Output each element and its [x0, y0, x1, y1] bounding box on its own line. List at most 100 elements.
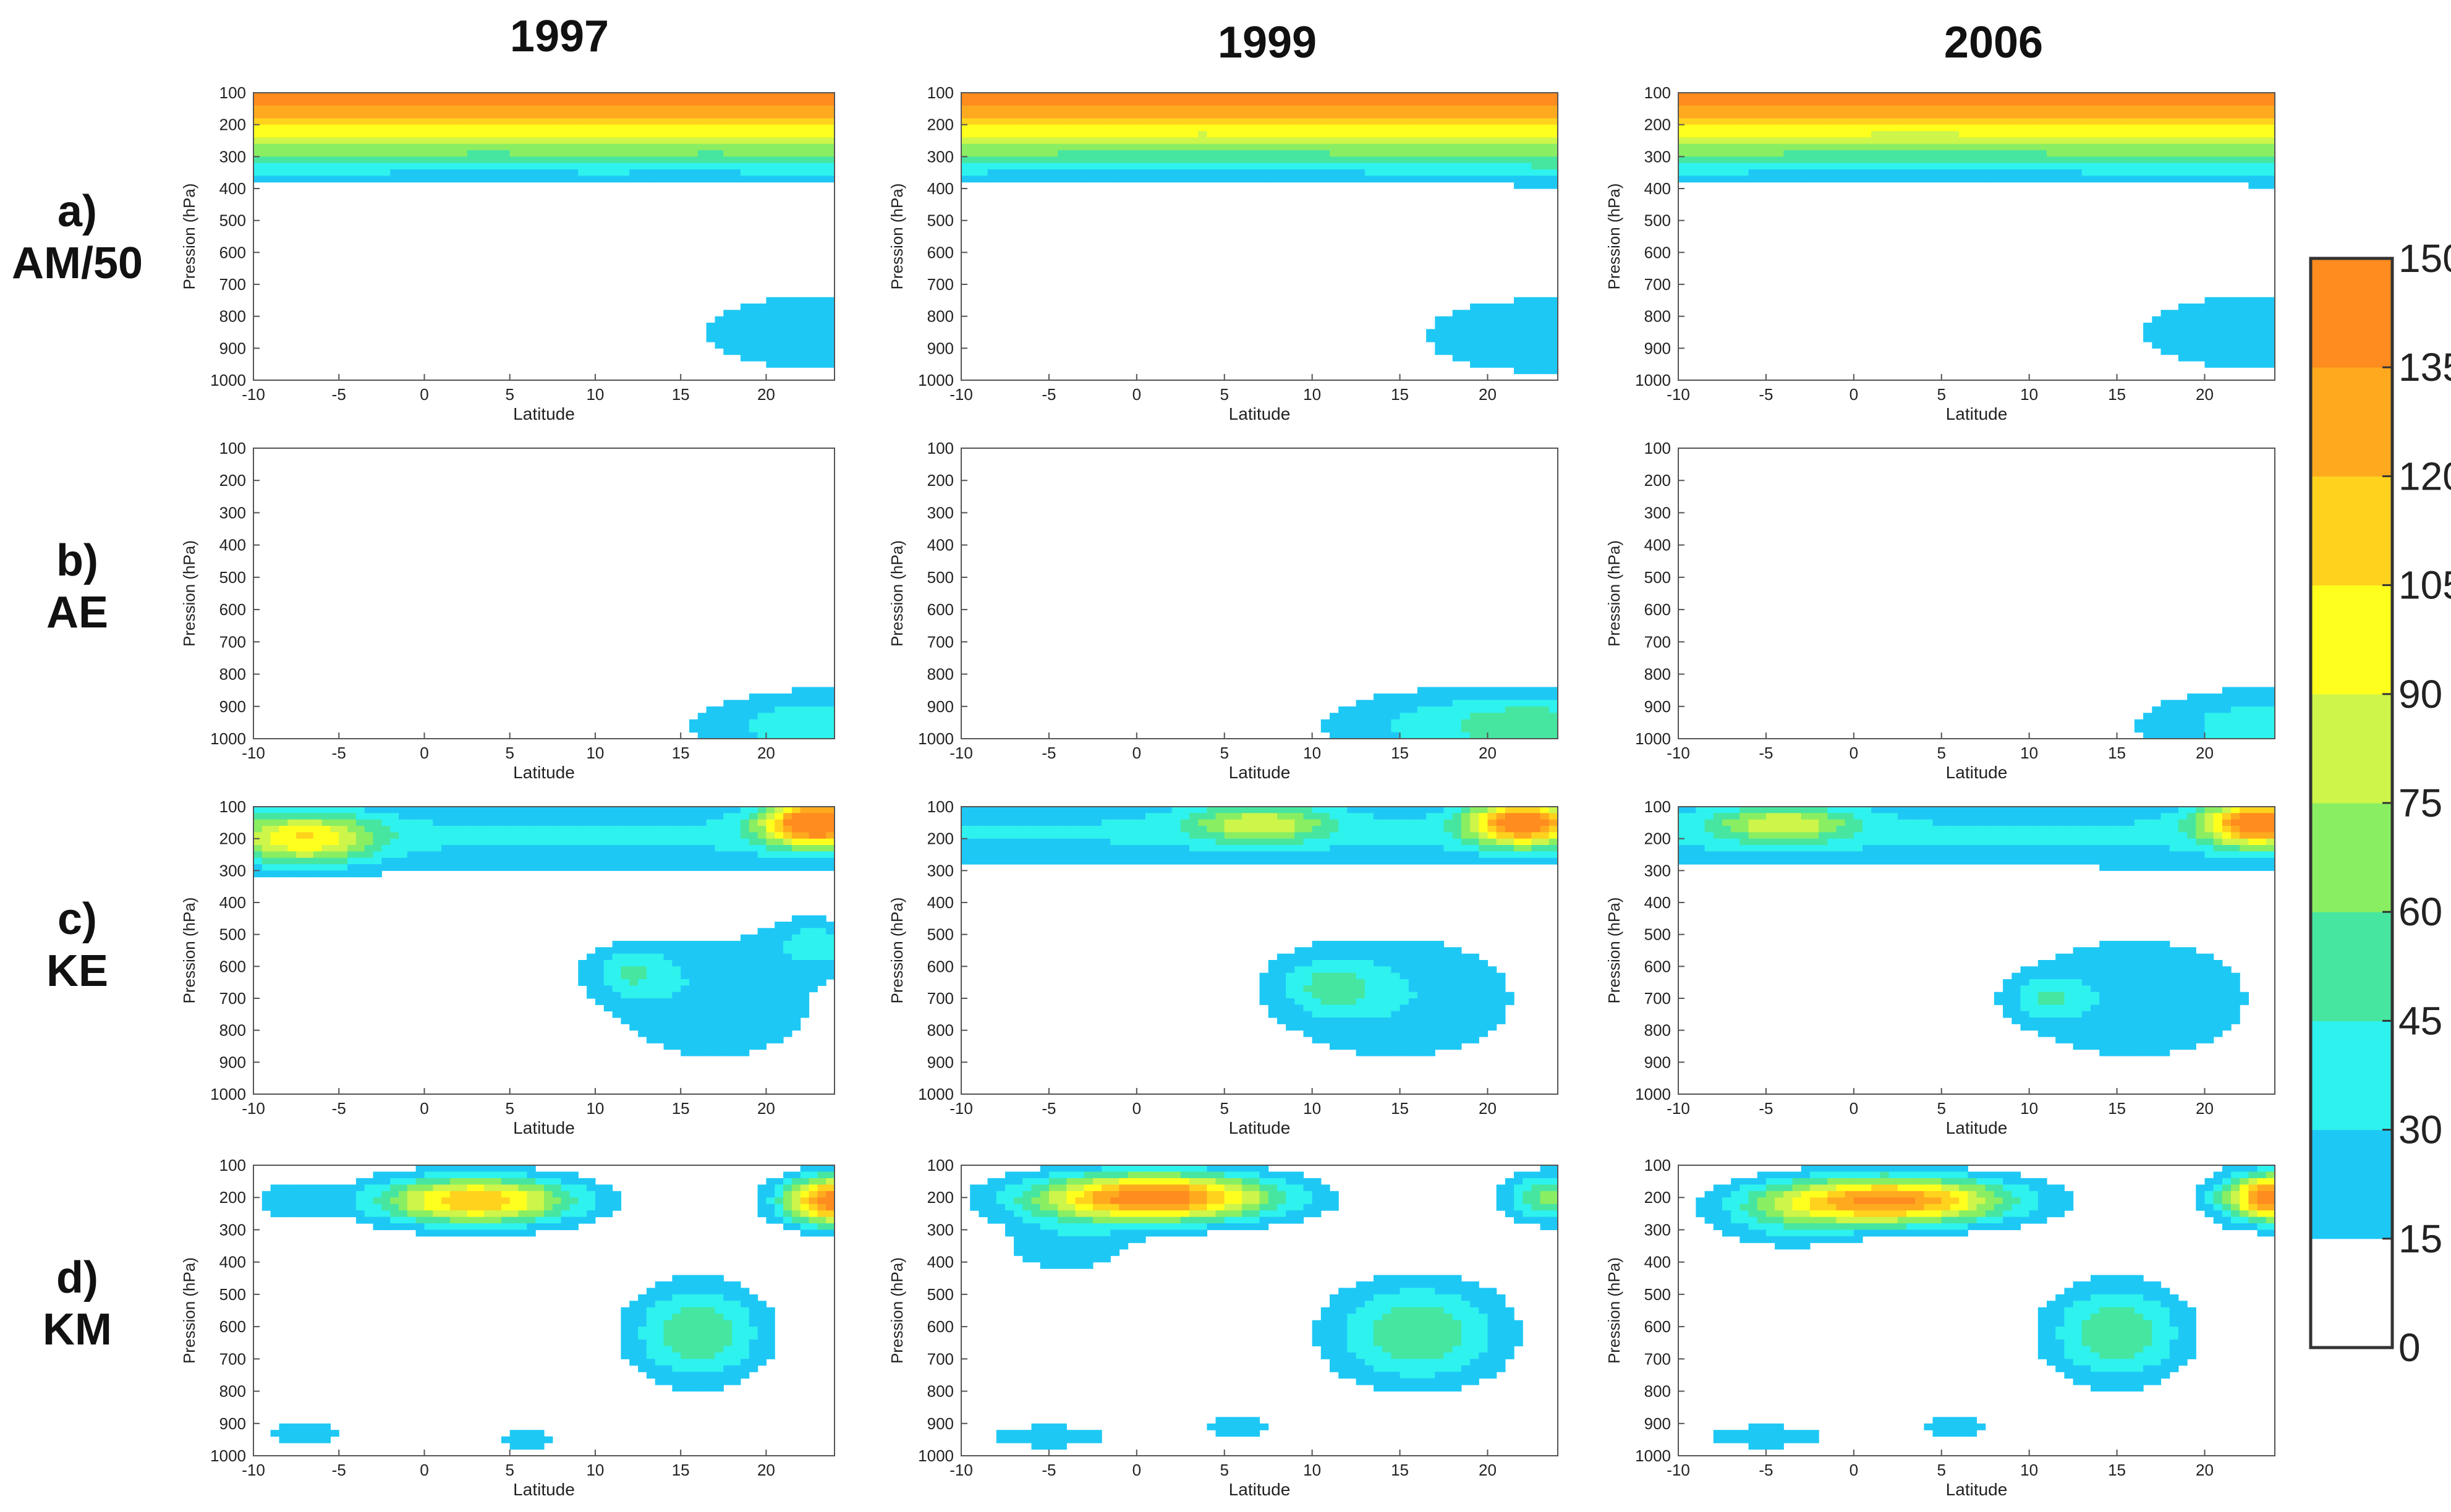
contour-cell [424, 131, 433, 138]
contour-cell [697, 966, 707, 974]
contour-cell [1514, 335, 1523, 342]
contour-cell [595, 953, 605, 961]
contour-cell [587, 826, 596, 833]
contour-cell [364, 163, 374, 170]
contour-cell [1092, 105, 1102, 113]
contour-cell [1722, 93, 1731, 100]
contour-cell [646, 1017, 656, 1024]
contour-cell [766, 1004, 775, 1012]
contour-cell [706, 137, 715, 145]
contour-cell [535, 156, 545, 164]
contour-cell [783, 934, 792, 941]
contour-cell [800, 693, 810, 700]
contour-cell [775, 150, 784, 157]
contour-cell [2117, 156, 2126, 164]
contour-cell [595, 845, 605, 852]
contour-cell [1461, 687, 1471, 694]
contour-cell [2187, 93, 2196, 100]
contour-cell [330, 176, 339, 183]
contour-cell [1470, 169, 1479, 176]
contour-cell [2204, 169, 2214, 176]
contour-cell [996, 105, 1006, 113]
contour-cell [621, 163, 630, 170]
contour-cell [1382, 99, 1391, 106]
contour-cell [381, 163, 391, 170]
contour-cell [304, 807, 314, 813]
contour-cell [578, 112, 587, 119]
y-tick-label: 100 [1644, 83, 1671, 102]
contour-cell [2248, 156, 2258, 164]
contour-cell [390, 807, 399, 813]
x-tick-label: 0 [1132, 744, 1141, 762]
contour-cell [330, 143, 339, 151]
contour-cell [304, 112, 314, 119]
row-letter: d) [56, 1253, 98, 1302]
contour-cell [2248, 693, 2258, 700]
contour-cell [757, 807, 767, 813]
contour-cell [2169, 719, 2179, 726]
contour-cell [399, 845, 408, 852]
contour-cell [441, 851, 451, 859]
contour-cell [399, 124, 408, 132]
contour-cell [399, 131, 408, 138]
contour-cell [757, 700, 767, 707]
contour-cell [270, 112, 279, 119]
contour-cell [706, 979, 715, 986]
contour-cell [689, 719, 699, 726]
contour-cell [2187, 732, 2196, 739]
contour-cell [1259, 156, 1269, 164]
contour-cell [1259, 169, 1269, 176]
contour-cell [970, 112, 979, 119]
contour-cell [2134, 124, 2144, 132]
contour-cell [449, 118, 459, 125]
contour-cell [544, 137, 553, 145]
contour-cell [1461, 124, 1471, 132]
y-tick-label: 900 [1644, 697, 1671, 716]
contour-cell [757, 934, 767, 941]
contour-cell [2204, 124, 2214, 132]
contour-cell [1312, 156, 1322, 164]
contour-cell [339, 845, 348, 852]
contour-cell [475, 93, 485, 100]
contour-cell [1128, 143, 1137, 151]
contour-cell [287, 93, 297, 100]
contour-cell [2099, 156, 2109, 164]
contour-cell [339, 870, 348, 878]
contour-cell [2178, 137, 2188, 145]
contour-cell [270, 137, 279, 145]
contour-cell [1906, 118, 1916, 125]
contour-cell [2020, 150, 2030, 157]
contour-cell [2020, 163, 2030, 170]
contour-cell [2152, 706, 2162, 713]
contour-cell [1092, 156, 1102, 164]
contour-cell [1792, 169, 1802, 176]
contour-cell [2213, 354, 2223, 362]
contour-cell [467, 93, 476, 100]
contour-cell [732, 1030, 741, 1037]
y-tick-label: 900 [927, 339, 954, 357]
contour-cell [2204, 700, 2214, 707]
contour-cell [775, 1037, 784, 1043]
contour-cell [1022, 137, 1032, 145]
contour-cell [261, 137, 271, 145]
contour-cell [569, 156, 579, 164]
contour-cell [561, 857, 570, 865]
contour-cell [1040, 163, 1050, 170]
contour-cell [2143, 163, 2152, 170]
contour-cell [2213, 713, 2223, 720]
contour-cell [1303, 143, 1313, 151]
contour-cell [621, 960, 630, 967]
contour-cell [484, 832, 493, 839]
contour-cell [595, 985, 605, 993]
contour-cell [2117, 163, 2126, 170]
contour-cell [775, 826, 784, 833]
contour-cell [1461, 176, 1471, 183]
contour-cell [1259, 105, 1269, 113]
contour-cell [595, 851, 605, 859]
contour-cell [655, 105, 665, 113]
contour-cell [1775, 131, 1784, 138]
contour-cell [1976, 99, 1986, 106]
contour-cell [706, 851, 715, 859]
contour-cell [2178, 719, 2188, 726]
contour-cell [399, 93, 408, 100]
